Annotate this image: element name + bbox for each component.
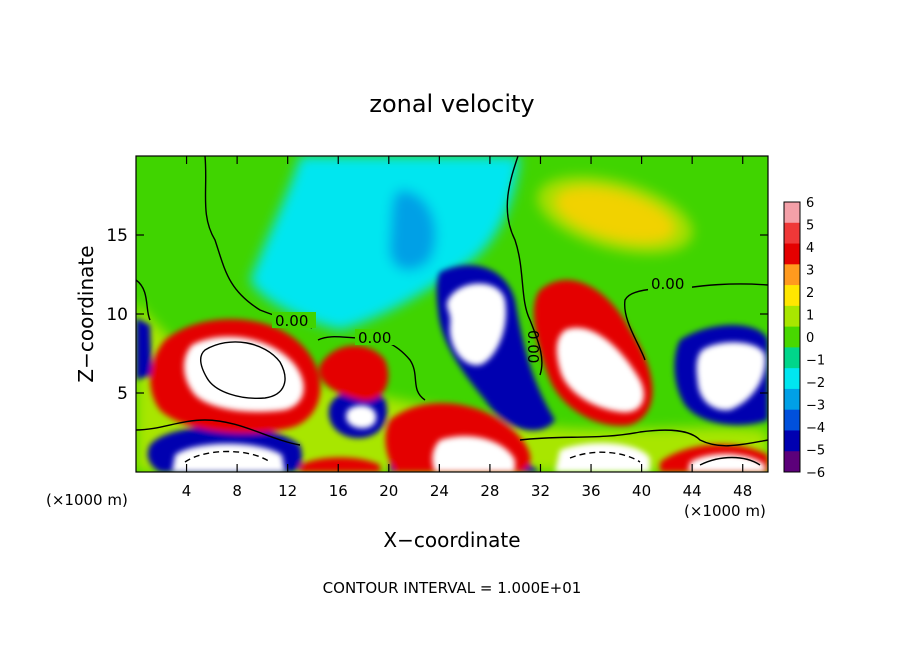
y-tick-label: 10 — [106, 305, 128, 325]
colorbar-label: 1 — [806, 309, 814, 324]
colorbar-label: 3 — [806, 264, 814, 279]
x-tick-label: 4 — [182, 482, 192, 500]
blue-left-edge — [136, 318, 152, 380]
white-core-bottom-right — [555, 443, 650, 472]
colorbar-swatch — [784, 409, 800, 431]
contour-label: 0.00 — [275, 312, 308, 330]
colorbar-frame — [783, 201, 801, 473]
colorbar-label: −5 — [806, 444, 825, 459]
x-tick-label: 36 — [581, 482, 600, 500]
white-core-center — [446, 283, 506, 366]
colorbar: 6 5 4 3 2 1 0 −1 −2 −3 −4 −5 −6 — [783, 196, 825, 481]
x-axis-ticks: 4 8 12 16 20 24 28 32 36 40 44 48 — [182, 156, 752, 500]
x-tick-label: 8 — [232, 482, 242, 500]
contour-label: 0.00 — [651, 275, 684, 293]
x-tick-label: 24 — [430, 482, 449, 500]
colorbar-swatch — [784, 264, 800, 286]
colorbar-swatch — [784, 368, 800, 390]
white-core-small — [346, 405, 377, 429]
colorbar-swatch — [784, 451, 800, 473]
zero-contour-upper-right — [506, 156, 543, 376]
red-ring-center — [319, 345, 389, 401]
colorbar-label: −4 — [806, 421, 825, 436]
colorbar-label: 4 — [806, 241, 814, 256]
x-axis-label: X−coordinate — [383, 528, 520, 552]
contour-label: 0.00 — [524, 330, 542, 363]
x-tick-label: 16 — [329, 482, 348, 500]
contour-label: 0.00 — [358, 329, 391, 347]
yellow-halo — [537, 176, 693, 254]
colorbar-swatch — [784, 285, 800, 307]
x-axis-unit-left: (×1000 m) — [46, 491, 128, 509]
white-core-bottom-left — [172, 443, 285, 472]
y-tick-label: 15 — [106, 226, 128, 246]
colorbar-swatch — [784, 202, 800, 224]
x-tick-label: 40 — [632, 482, 651, 500]
zero-contour-lower-left — [136, 279, 151, 321]
colorbar-label: 5 — [806, 219, 814, 234]
colorbar-label: 0 — [806, 331, 814, 346]
chart-title: zonal velocity — [369, 90, 534, 118]
velocity-field: 0.00 0.00 0.00 0.00 — [136, 156, 768, 472]
white-core-bottom-mid — [432, 436, 515, 472]
inner-contour-left — [200, 341, 286, 400]
y-tick-label: 5 — [117, 384, 128, 404]
white-core-right — [556, 327, 644, 413]
y-axis-label: Z−coordinate — [74, 245, 98, 382]
colorbar-swatch — [784, 326, 800, 348]
negative-core-upper — [389, 190, 436, 271]
colorbar-label: −3 — [806, 399, 825, 414]
colorbar-swatch — [784, 430, 800, 452]
colorbar-swatch — [784, 388, 800, 411]
colorbar-swatch — [784, 347, 800, 369]
red-bottom-left — [300, 457, 380, 472]
x-tick-label: 32 — [531, 482, 550, 500]
x-tick-label: 28 — [480, 482, 499, 500]
colorbar-label: 2 — [806, 286, 814, 301]
inner-contour-far-right — [699, 456, 761, 466]
negative-upper-region — [250, 156, 520, 330]
contour-interval-note: CONTOUR INTERVAL = 1.000E+01 — [323, 579, 582, 597]
inner-contour-bottom — [184, 450, 271, 463]
white-core-far-right — [696, 342, 766, 411]
x-tick-label: 44 — [683, 482, 702, 500]
x-tick-label: 12 — [278, 482, 297, 500]
x-tick-label: 20 — [379, 482, 398, 500]
x-axis-unit-right: (×1000 m) — [684, 502, 766, 520]
colorbar-label: −6 — [806, 466, 825, 481]
colorbar-label: 6 — [806, 196, 814, 211]
colorbar-swatch — [784, 243, 800, 265]
zero-contour-bottom-right — [519, 429, 768, 447]
yellow-green-lower-left — [136, 300, 768, 472]
colorbar-swatch — [784, 222, 800, 245]
colorbar-label: −1 — [806, 354, 825, 369]
zero-contour-bottom — [136, 419, 301, 446]
colorbar-label: −2 — [806, 376, 825, 391]
x-tick-label: 48 — [733, 482, 752, 500]
zero-contour-right — [624, 283, 768, 361]
y-axis-ticks: 5 10 15 — [106, 226, 768, 404]
colorbar-swatch — [784, 305, 800, 328]
